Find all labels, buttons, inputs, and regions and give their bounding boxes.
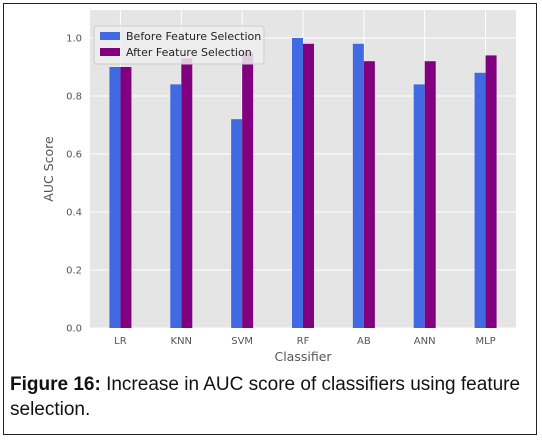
x-tick-label: RF (297, 336, 310, 347)
bar-after-knn (181, 58, 193, 329)
y-axis-label: AUC Score (41, 136, 56, 202)
y-tick-label: 1.0 (66, 34, 82, 45)
bars (109, 38, 497, 329)
bar-before-svm (231, 119, 243, 328)
x-axis-ticks: LR KNN SVM RF AB ANN MLP (114, 336, 496, 347)
bar-before-lr (109, 67, 121, 328)
bar-before-ab (352, 43, 364, 329)
x-tick-label: MLP (475, 336, 495, 347)
y-tick-label: 0.6 (66, 150, 82, 161)
legend-swatch-after (100, 48, 120, 56)
bar-before-knn (170, 84, 182, 329)
x-tick-label: ANN (414, 336, 436, 347)
figure-number: Figure 16: (10, 374, 101, 395)
y-tick-label: 0.0 (66, 324, 82, 335)
x-tick-label: KNN (171, 336, 193, 347)
x-tick-label: AB (357, 336, 371, 347)
y-tick-label: 0.8 (66, 92, 82, 103)
bar-after-ann (424, 61, 436, 328)
bar-after-lr (120, 67, 132, 328)
figure-caption: Figure 16: Increase in AUC score of clas… (10, 372, 530, 422)
legend-label-before: Before Feature Selection (126, 30, 261, 43)
legend-swatch-before (100, 32, 120, 40)
auc-bar-chart: 0.0 0.2 0.4 0.6 0.8 1.0 LR KNN SVM RF AB ANN MLP AU… (41, 10, 516, 364)
legend-box (93, 25, 265, 65)
x-tick-label: LR (114, 336, 127, 347)
bar-after-rf (303, 43, 314, 329)
bar-after-ab (363, 61, 375, 328)
legend: Before Feature Selection After Feature S… (93, 25, 265, 65)
bar-before-ann (413, 84, 425, 329)
x-axis-label: Classifier (274, 349, 332, 364)
bar-before-rf (292, 38, 303, 328)
bar-after-mlp (485, 55, 497, 329)
x-tick-label: SVM (231, 336, 253, 347)
bar-before-mlp (474, 72, 486, 328)
y-tick-label: 0.4 (66, 208, 82, 219)
y-tick-label: 0.2 (66, 266, 82, 277)
y-axis-ticks: 0.0 0.2 0.4 0.6 0.8 1.0 (66, 34, 82, 335)
legend-label-after: After Feature Selection (126, 46, 252, 59)
caption-text: Increase in AUC score of classifiers usi… (10, 374, 521, 420)
bar-after-svm (242, 52, 254, 328)
